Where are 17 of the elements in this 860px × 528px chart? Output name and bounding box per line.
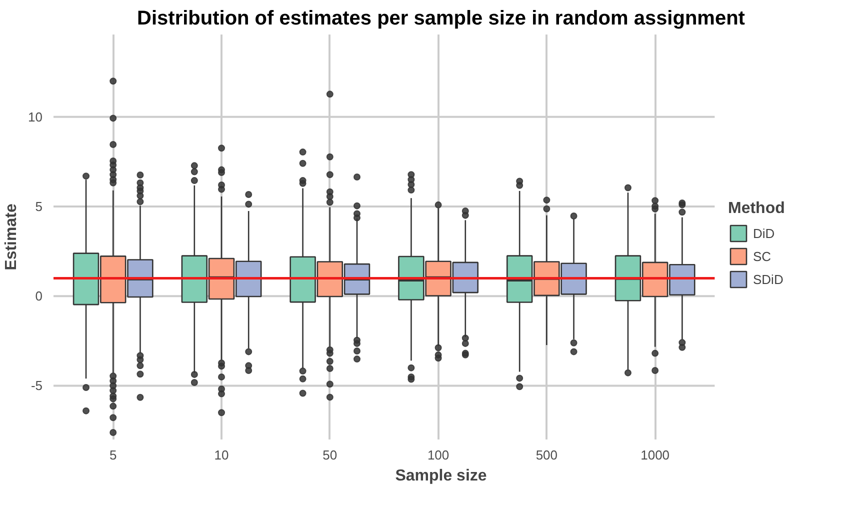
legend-label: DiD — [753, 226, 775, 240]
legend-title: Method — [728, 200, 785, 218]
chart-title: Distribution of estimates per sample size in random assignment — [137, 8, 746, 30]
legend-label: SC — [753, 248, 772, 264]
y-axis-title: Estimate — [3, 204, 20, 270]
x-tick-label: 5 — [110, 448, 117, 462]
y-tick-label: 10 — [28, 109, 43, 124]
x-tick-label: 100 — [427, 448, 450, 462]
x-tick-label: 500 — [536, 448, 558, 462]
legend-label: SDiD — [753, 272, 784, 286]
x-axis-title: Sample size — [395, 468, 487, 484]
x-tick-label: 1000 — [640, 448, 670, 462]
y-tick-label: 5 — [35, 199, 43, 214]
x-tick-label: 50 — [322, 448, 338, 462]
x-tick-label: 10 — [214, 448, 229, 462]
y-tick-label: 0 — [35, 288, 43, 304]
y-tick-label: -5 — [30, 378, 43, 394]
